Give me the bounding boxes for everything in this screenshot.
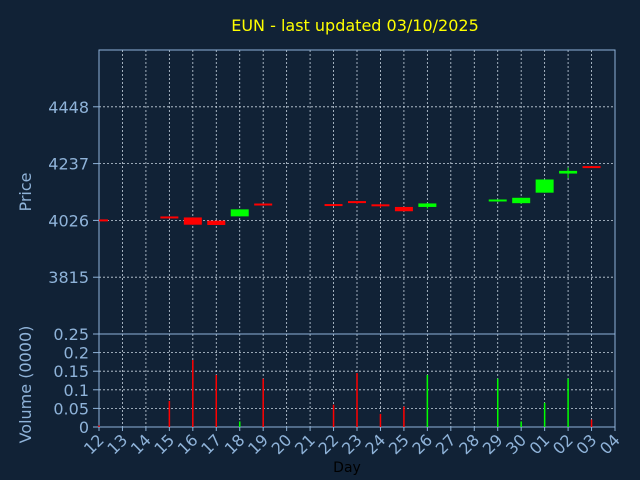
volume-bar xyxy=(426,374,429,427)
price-y-tick-label: 4448 xyxy=(48,98,89,117)
candle-body xyxy=(512,197,531,204)
volume-bar xyxy=(356,373,358,427)
price-y-tick-label: 4026 xyxy=(48,211,89,230)
volume-bar xyxy=(332,404,335,427)
candle-body xyxy=(348,201,366,204)
candle-body xyxy=(183,217,202,225)
x-axis-label: Day xyxy=(333,460,361,476)
volume-y-axis-label: Volume (0000) xyxy=(16,326,35,444)
volume-y-tick-label: 0.1 xyxy=(64,381,89,400)
candle-body xyxy=(582,166,601,169)
candle-body xyxy=(535,179,554,193)
candle-body xyxy=(99,219,108,222)
volume-bars xyxy=(98,360,593,427)
volume-bar xyxy=(590,419,593,427)
volume-bar xyxy=(168,400,171,427)
candle-body xyxy=(160,216,179,219)
volume-bar xyxy=(520,421,522,427)
x-axis-ticks: 1213141516171819202122232425262728293001… xyxy=(80,427,624,458)
price-y-tick-label: 4237 xyxy=(48,155,89,174)
candle-body xyxy=(394,206,413,212)
candle-body xyxy=(230,209,249,217)
volume-y-tick-label: 0.05 xyxy=(53,399,89,418)
candle-body xyxy=(324,204,343,207)
volume-bar xyxy=(98,425,100,427)
candle-body xyxy=(488,199,507,202)
volume-panel: 00.050.10.150.20.25 Volume (0000) xyxy=(16,325,616,444)
candle-body xyxy=(418,203,437,207)
price-y-tick-label: 3815 xyxy=(48,268,89,287)
candle-body xyxy=(254,203,273,206)
candles xyxy=(99,166,601,225)
volume-bar xyxy=(238,421,241,427)
volume-bar xyxy=(567,378,569,427)
price-y-axis-label: Price xyxy=(16,172,35,211)
candle-body xyxy=(371,204,390,207)
volume-bar xyxy=(496,378,499,427)
chart-title: EUN - last updated 03/10/2025 xyxy=(231,16,479,35)
candle-body xyxy=(207,220,226,225)
candle-body xyxy=(559,170,578,174)
volume-y-tick-label: 0.25 xyxy=(53,325,89,344)
volume-y-tick-label: 0 xyxy=(79,418,89,437)
volume-y-ticks: 00.050.10.150.20.25 xyxy=(53,325,99,437)
volume-bar xyxy=(379,413,382,427)
volume-bar xyxy=(543,402,546,427)
volume-bar xyxy=(215,374,218,427)
volume-y-tick-label: 0.2 xyxy=(64,344,89,363)
volume-bar xyxy=(403,406,405,427)
price-y-ticks: 3815 4026 4237 4448 xyxy=(48,98,99,287)
volume-y-tick-label: 0.15 xyxy=(53,362,89,381)
price-panel: 3815 4026 4237 4448 Price xyxy=(16,49,616,335)
price-grid xyxy=(98,50,616,334)
volume-bar xyxy=(192,360,194,427)
x-tick-label: 04 xyxy=(596,430,624,458)
volume-bar xyxy=(262,378,264,427)
